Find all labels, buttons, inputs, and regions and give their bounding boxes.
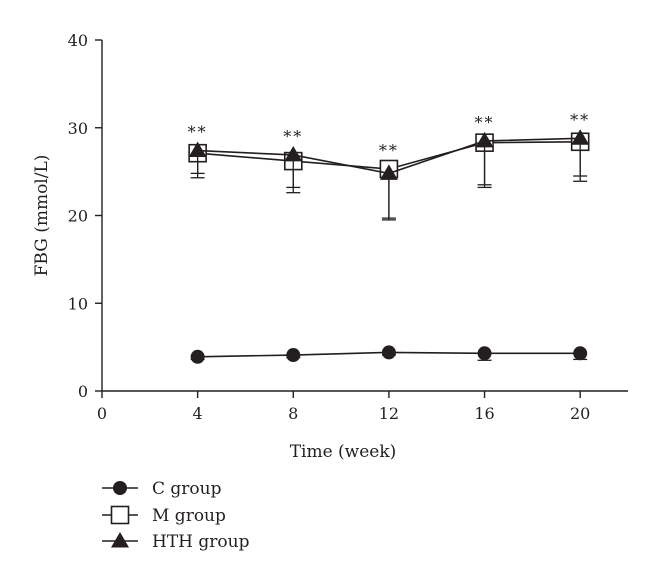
x-tick-label: 20 xyxy=(570,404,590,423)
data-point xyxy=(381,345,396,360)
legend-item-m-group: M group xyxy=(102,505,226,526)
y-tick-label: 30 xyxy=(68,119,88,138)
significance-marker: ** xyxy=(379,141,399,160)
x-tick-label: 16 xyxy=(474,404,494,423)
series-layer xyxy=(188,129,590,364)
significance-marker: ** xyxy=(475,113,495,132)
y-tick-label: 40 xyxy=(68,31,88,50)
annotation-layer: ** ** ** ** ** xyxy=(188,110,590,160)
axes: 0 10 20 30 40 0 4 8 12 16 20 xyxy=(68,31,628,423)
data-point xyxy=(284,145,303,162)
series-hth-group xyxy=(188,129,590,221)
x-tick-label: 12 xyxy=(379,404,399,423)
data-point xyxy=(475,131,494,148)
x-tick-label: 4 xyxy=(193,404,203,423)
data-point xyxy=(188,141,207,158)
data-point xyxy=(379,164,398,180)
legend-label-hth-group: HTH group xyxy=(152,532,250,552)
significance-marker: ** xyxy=(188,123,208,142)
y-axis-label: FBG (mmol/L) xyxy=(32,155,52,277)
x-tick-label: 8 xyxy=(288,404,298,423)
y-tick-label: 10 xyxy=(68,294,88,313)
legend: C group M group HTH group xyxy=(102,479,250,552)
significance-marker: ** xyxy=(570,110,590,129)
legend-symbol xyxy=(111,532,129,548)
legend-item-hth-group: HTH group xyxy=(102,532,250,552)
legend-marker-c-group xyxy=(102,481,138,495)
legend-symbol xyxy=(110,505,130,525)
y-tick-label: 0 xyxy=(78,382,88,401)
y-tick-label: 20 xyxy=(68,207,88,226)
data-point xyxy=(571,129,590,145)
data-point xyxy=(286,348,301,363)
series-c-group xyxy=(190,345,588,364)
legend-label-c-group: C group xyxy=(152,479,222,499)
error-bar xyxy=(477,140,492,189)
x-axis-label: Time (week) xyxy=(290,442,397,462)
legend-marker-m-group xyxy=(102,505,138,525)
data-point xyxy=(477,346,492,361)
legend-label-m-group: M group xyxy=(152,506,226,526)
legend-symbol xyxy=(113,481,127,495)
data-point xyxy=(190,349,205,364)
x-tick-label: 0 xyxy=(97,404,107,423)
legend-marker-hth-group xyxy=(102,532,138,548)
significance-marker: ** xyxy=(283,127,303,146)
data-point xyxy=(573,346,588,361)
legend-item-c-group: C group xyxy=(102,479,222,499)
error-bar xyxy=(381,173,396,221)
